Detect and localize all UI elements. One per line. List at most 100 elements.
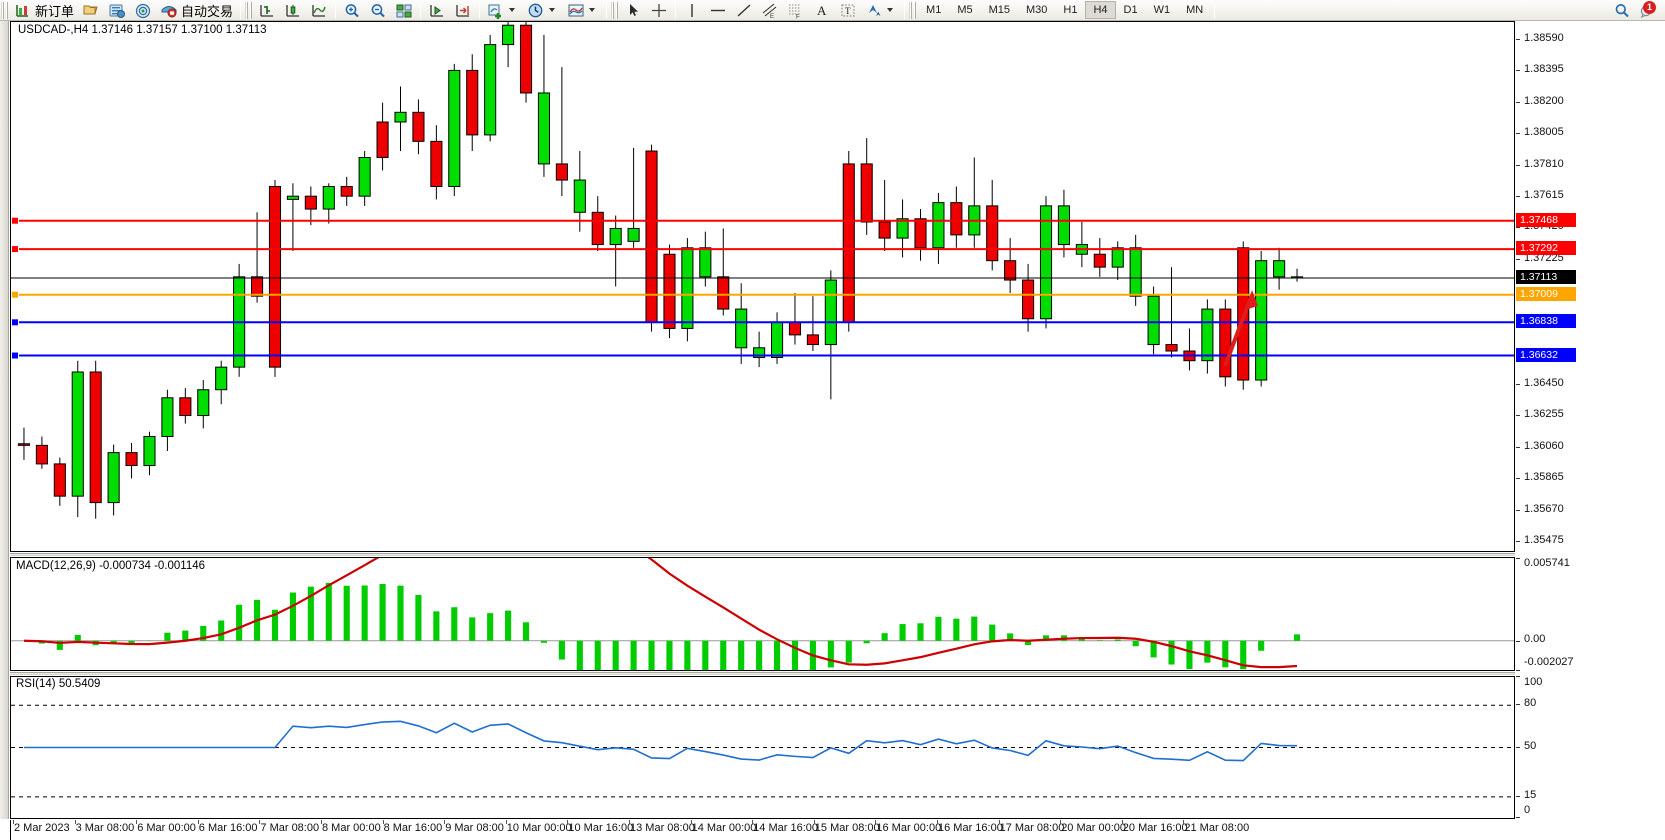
timeframe-button-m15[interactable]: M15 xyxy=(988,4,1010,16)
cursor-icon xyxy=(624,2,642,19)
horizontal-line-button[interactable] xyxy=(705,1,731,20)
toolbar-separator-1 xyxy=(240,1,242,19)
zoom-out-icon xyxy=(369,2,387,19)
time-axis-label: 3 Mar 08:00 xyxy=(75,822,135,834)
price-tag-current-price[interactable]: 1.37113 xyxy=(1516,269,1576,284)
rsi-axis: 100 80 50 15 0 xyxy=(1516,676,1665,819)
timeframe-button-h1[interactable]: H1 xyxy=(1063,4,1078,16)
text-label-button[interactable]: T xyxy=(835,1,861,20)
shift-end-button[interactable] xyxy=(424,1,450,20)
vertical-line-button[interactable] xyxy=(679,1,705,20)
arrows-button[interactable] xyxy=(861,1,901,20)
trendline-button[interactable] xyxy=(731,1,757,20)
new-order-button[interactable]: 新订单 xyxy=(10,1,78,20)
fibonacci-button[interactable]: F xyxy=(783,1,809,20)
cursor-tool-button[interactable] xyxy=(620,1,646,20)
price-axis[interactable]: 1.38590 1.38395 1.38200 1.38005 1.37810 1.376… xyxy=(1516,21,1665,552)
toolbar-separator-7 xyxy=(904,1,906,19)
add-indicator-button[interactable] xyxy=(483,1,523,20)
chevron-down-icon[interactable] xyxy=(509,8,516,12)
toolbar-grip[interactable] xyxy=(1,1,8,19)
rsi-axis-tick xyxy=(1516,704,1520,706)
price-tag-resistance-2[interactable]: 1.37468 xyxy=(1516,212,1576,227)
chevron-down-icon-3[interactable] xyxy=(589,8,596,12)
rsi-axis-tick xyxy=(1516,746,1520,748)
timeframe-button-m30[interactable]: M30 xyxy=(1026,4,1048,16)
candle xyxy=(735,283,748,364)
channel-button[interactable]: E xyxy=(757,1,783,20)
timeframe-button-h4[interactable]: H4 xyxy=(1085,1,1116,19)
time-axis[interactable]: 2 Mar 2023 3 Mar 08:00 6 Mar 00:00 6 Mar 16… xyxy=(10,820,1515,840)
candle xyxy=(1093,238,1106,277)
toolbar-grip-2[interactable] xyxy=(245,1,253,19)
zoom-in-button[interactable] xyxy=(339,1,365,20)
svg-text:A: A xyxy=(817,3,827,18)
line-chart-button[interactable] xyxy=(306,1,332,20)
text-icon: A xyxy=(813,2,831,19)
notifications-button[interactable]: 1 xyxy=(1635,0,1657,20)
level-handle-left xyxy=(11,216,19,225)
folder-button[interactable] xyxy=(78,1,104,20)
time-axis-tick xyxy=(1183,820,1185,824)
zoom-out-button[interactable] xyxy=(365,1,391,20)
template-icon xyxy=(567,2,585,19)
text-button[interactable]: A xyxy=(809,1,835,20)
rsi-line xyxy=(23,720,1298,762)
price-axis-label: 1.38005 xyxy=(1524,126,1564,139)
folder-icon xyxy=(82,2,100,19)
toolbar-separator-8 xyxy=(1214,1,1216,19)
timeframe-button-m5[interactable]: M5 xyxy=(957,4,973,16)
crosshair-tool-button[interactable] xyxy=(646,1,672,20)
search-button[interactable] xyxy=(1609,1,1635,20)
price-tag-support-1[interactable]: 1.36838 xyxy=(1516,314,1576,329)
chevron-down-icon-4[interactable] xyxy=(887,8,894,12)
rsi-axis-label: 100 xyxy=(1524,676,1543,688)
signals-button[interactable] xyxy=(130,1,156,20)
candle xyxy=(860,138,873,235)
bullish-arrow[interactable] xyxy=(1223,290,1258,367)
candle xyxy=(1039,196,1053,329)
candle xyxy=(1075,221,1088,268)
price-candlestick-canvas[interactable] xyxy=(11,22,1514,551)
candle-chart-button[interactable] xyxy=(280,1,306,20)
period-button[interactable] xyxy=(523,1,563,20)
toolbar-grip-4[interactable] xyxy=(909,1,917,19)
market-button[interactable]: 自动交易 xyxy=(156,1,237,20)
candle xyxy=(1183,328,1196,371)
timeframe-button-m1[interactable]: M1 xyxy=(926,4,942,16)
time-axis-label: 20 Mar 16:00 xyxy=(1122,822,1188,834)
timeframe-button-w1[interactable]: W1 xyxy=(1153,4,1171,16)
macd-axis-tick xyxy=(1516,670,1520,671)
price-tag-resistance-1[interactable]: 1.37292 xyxy=(1516,241,1576,256)
level-handle-left xyxy=(11,290,19,299)
candle xyxy=(537,34,551,177)
tile-windows-button[interactable] xyxy=(391,1,417,20)
chevron-down-icon-2[interactable] xyxy=(549,8,556,12)
price-tag-pivot[interactable]: 1.37009 xyxy=(1516,286,1576,301)
timeframe-button-d1[interactable]: D1 xyxy=(1123,4,1138,16)
rsi-label: RSI(14) 50.5409 xyxy=(16,678,101,690)
candle xyxy=(1111,241,1124,281)
price-axis-label: 1.36255 xyxy=(1524,408,1564,421)
macd-label: MACD(12,26,9) -0.000734 -0.001146 xyxy=(16,560,206,572)
toolbar-grip-3[interactable] xyxy=(611,1,619,19)
timeframe-button-mn[interactable]: MN xyxy=(1186,4,1204,16)
macd-panel[interactable] xyxy=(10,557,1515,671)
time-axis-label: 14 Mar 00:00 xyxy=(691,822,757,834)
text-label-icon: T xyxy=(839,2,857,19)
price-axis-tick xyxy=(1516,38,1520,40)
chart-vertical-scrollbar[interactable] xyxy=(0,21,9,819)
templates-button[interactable] xyxy=(563,1,603,20)
bar-chart-button[interactable] xyxy=(254,1,280,20)
price-axis-label: 1.35475 xyxy=(1524,534,1564,547)
rsi-canvas xyxy=(11,704,1514,798)
candle xyxy=(788,292,802,345)
candle xyxy=(358,151,371,206)
rsi-panel[interactable] xyxy=(10,676,1515,819)
candle xyxy=(340,176,353,206)
price-tag-support-2[interactable]: 1.36632 xyxy=(1516,347,1576,362)
news-button[interactable] xyxy=(104,1,130,20)
price-chart-panel[interactable] xyxy=(10,21,1515,552)
auto-scroll-button[interactable] xyxy=(450,1,476,20)
candle xyxy=(143,431,156,476)
